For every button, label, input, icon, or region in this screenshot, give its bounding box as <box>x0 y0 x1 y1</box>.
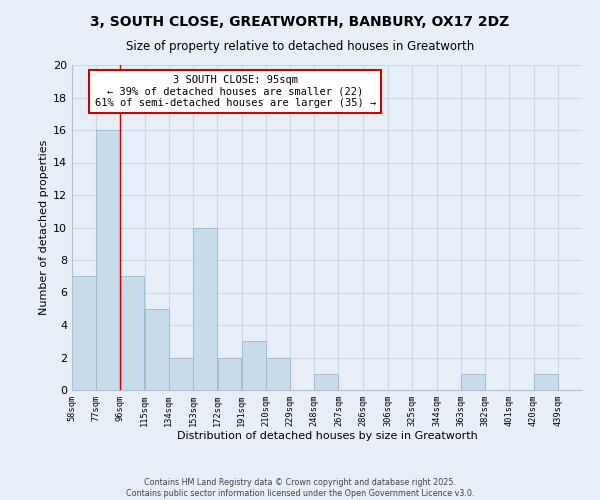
Y-axis label: Number of detached properties: Number of detached properties <box>39 140 49 315</box>
Bar <box>97 130 120 390</box>
Bar <box>169 358 193 390</box>
Bar <box>242 341 266 390</box>
Bar <box>314 374 338 390</box>
Bar <box>461 374 485 390</box>
Bar <box>534 374 557 390</box>
Text: Contains HM Land Registry data © Crown copyright and database right 2025.
Contai: Contains HM Land Registry data © Crown c… <box>126 478 474 498</box>
Text: 3 SOUTH CLOSE: 95sqm
← 39% of detached houses are smaller (22)
61% of semi-detac: 3 SOUTH CLOSE: 95sqm ← 39% of detached h… <box>95 74 376 108</box>
Bar <box>145 308 169 390</box>
Text: Size of property relative to detached houses in Greatworth: Size of property relative to detached ho… <box>126 40 474 53</box>
Bar <box>193 228 217 390</box>
X-axis label: Distribution of detached houses by size in Greatworth: Distribution of detached houses by size … <box>176 430 478 440</box>
Bar <box>72 276 96 390</box>
Bar <box>121 276 145 390</box>
Text: 3, SOUTH CLOSE, GREATWORTH, BANBURY, OX17 2DZ: 3, SOUTH CLOSE, GREATWORTH, BANBURY, OX1… <box>91 15 509 29</box>
Bar <box>218 358 241 390</box>
Bar <box>266 358 290 390</box>
